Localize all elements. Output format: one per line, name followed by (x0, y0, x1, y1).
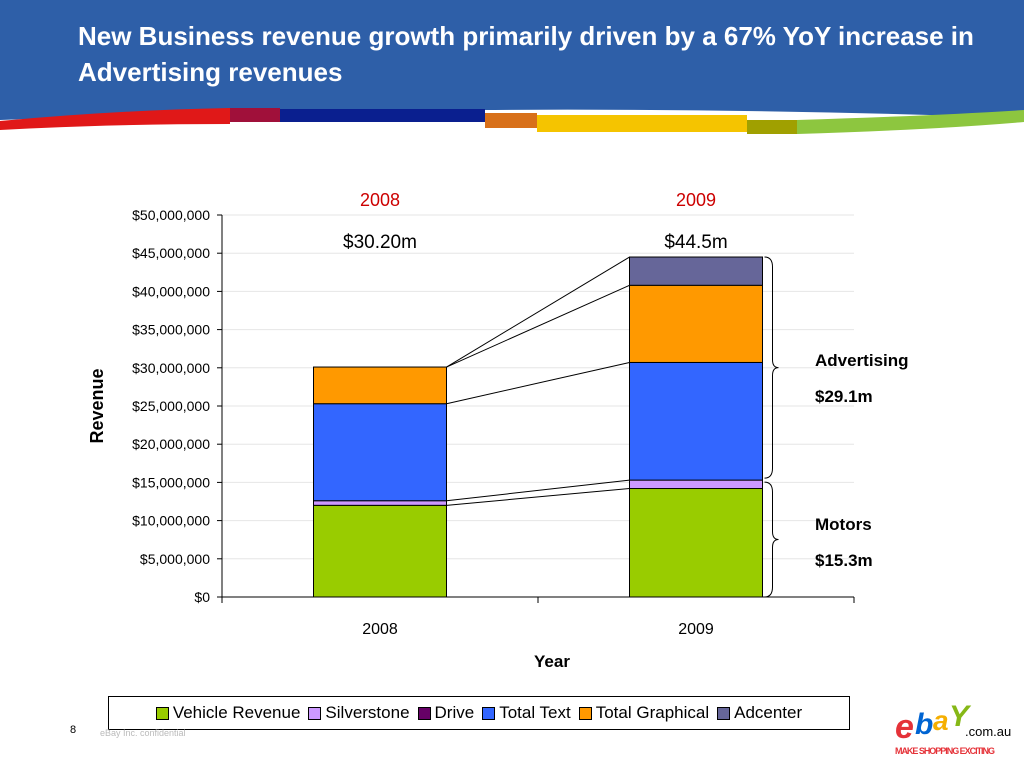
annotation-value: $15.3m (815, 551, 873, 570)
brace (764, 256, 779, 479)
svg-text:a: a (933, 705, 949, 736)
legend-label: Total Text (499, 703, 571, 722)
legend-label: Total Graphical (595, 703, 710, 722)
legend-label: Adcenter (734, 703, 803, 722)
axes: $0 $5,000,000 $10,000,000 $15,000,000 $20,00… (87, 207, 855, 671)
total-label: $44.5m (664, 232, 727, 253)
bar-segment-adcenter (629, 256, 763, 286)
year-header: 2009 (676, 190, 716, 210)
page-number: 8 (70, 724, 77, 736)
annotation-label: Advertising (815, 351, 909, 370)
bar-segment-silverstone (629, 479, 763, 490)
logo-tagline: MAKE SHOPPING EXCITING (895, 746, 995, 756)
logo-domain: .com.au (965, 724, 1011, 739)
x-tick-label: 2009 (678, 621, 714, 638)
ebay-logo: e b a Y .com.au MAKE SHOPPING EXCITING (895, 700, 1011, 756)
y-tick-label: $0 (194, 589, 210, 605)
legend-item: Adcenter (717, 703, 802, 723)
y-tick-label: $50,000,000 (132, 207, 210, 223)
svg-text:e: e (895, 708, 914, 746)
legend-label: Silverstone (325, 703, 410, 722)
legend-swatch (717, 706, 731, 720)
y-tick-label: $25,000,000 (132, 398, 210, 414)
bar-segment-total-text (629, 361, 763, 481)
legend-item: Total Graphical (578, 703, 710, 723)
connector-line (446, 488, 630, 506)
slide-title: New Business revenue growth primarily dr… (78, 21, 974, 87)
connector-line (446, 256, 630, 368)
connector-lines (446, 256, 630, 506)
y-tick-label: $30,000,000 (132, 360, 210, 376)
footer-text: eBay Inc. confidential (100, 728, 186, 738)
bar-segment-vehicle-revenue (629, 488, 763, 598)
y-axis-title: Revenue (87, 368, 107, 443)
legend-swatch (308, 706, 322, 720)
chart-legend: Vehicle Revenue Silverstone Drive Total Tex… (108, 696, 850, 730)
y-tick-label: $15,000,000 (132, 474, 210, 490)
y-tick-label: $20,000,000 (132, 436, 210, 452)
legend-swatch (578, 706, 592, 720)
svg-text:Y: Y (949, 700, 972, 733)
bar-segment-total-graphical (313, 366, 447, 405)
total-label: $30.20m (343, 232, 417, 253)
stacked-bar-chart: $0 $5,000,000 $10,000,000 $15,000,000 $20,00… (87, 190, 909, 671)
svg-text:b: b (915, 708, 933, 741)
legend-swatch (482, 706, 496, 720)
y-tick-label: $5,000,000 (140, 551, 210, 567)
legend-swatch (417, 706, 431, 720)
legend-label: Vehicle Revenue (172, 703, 301, 722)
chart-labels: 2008 $30.20m 2009 $44.5m Advertising $29.1m Mo… (343, 190, 909, 598)
y-tick-label: $10,000,000 (132, 513, 210, 529)
bar-segment-total-text (313, 403, 447, 502)
y-tick-label: $45,000,000 (132, 245, 210, 261)
x-tick-label: 2008 (362, 621, 398, 638)
legend-swatch (155, 706, 169, 720)
legend-item: Drive (417, 703, 475, 723)
legend-item: Total Text (482, 703, 571, 723)
connector-line (446, 284, 630, 368)
year-header: 2008 (360, 190, 400, 210)
brace (764, 481, 779, 598)
bar-segment-vehicle-revenue (313, 504, 447, 598)
connector-line (446, 361, 630, 405)
annotation-value: $29.1m (815, 387, 873, 406)
header-banner (0, 0, 1024, 134)
bars (313, 256, 763, 598)
bar-segment-total-graphical (629, 284, 763, 363)
legend-label: Drive (434, 703, 475, 722)
legend-item: Silverstone (308, 703, 410, 723)
bar-segment-silverstone (313, 500, 447, 506)
annotation-label: Motors (815, 515, 872, 534)
connector-line (446, 479, 630, 502)
legend-item: Vehicle Revenue (155, 703, 301, 723)
x-axis-title: Year (534, 652, 570, 671)
y-tick-label: $35,000,000 (132, 322, 210, 338)
y-tick-label: $40,000,000 (132, 283, 210, 299)
